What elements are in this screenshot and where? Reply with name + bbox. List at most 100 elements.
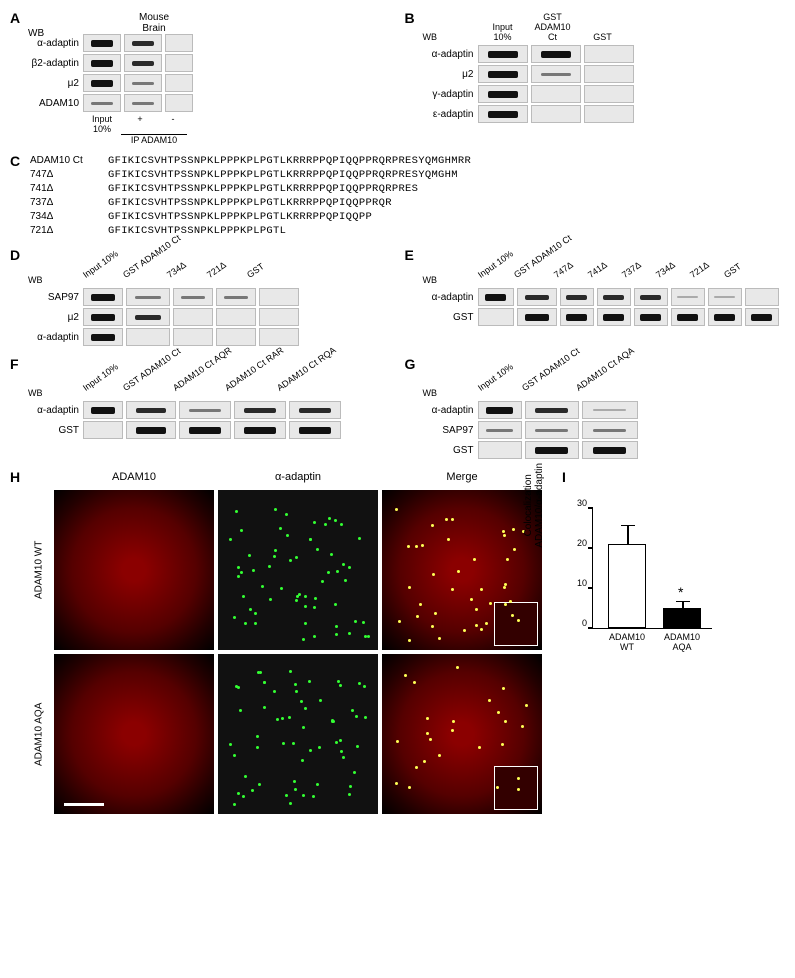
fluor-dot-icon <box>249 608 252 611</box>
lane-box <box>560 308 594 326</box>
fluor-dot-icon <box>431 625 434 628</box>
lane-box <box>582 421 638 439</box>
fluor-dot-icon <box>457 570 460 573</box>
lane-header-label: ADAM10 Ct AQA <box>569 356 622 398</box>
lane-box <box>584 85 634 103</box>
lane-box <box>126 421 176 439</box>
blot-row-label: α-adaptin <box>28 332 83 343</box>
fluor-dot-icon <box>235 510 238 513</box>
blot-row-label: α-adaptin <box>423 49 478 60</box>
fluor-dot-icon <box>415 766 418 769</box>
fluor-dot-icon <box>362 621 365 624</box>
lane-header-label: Input 10% <box>471 255 507 285</box>
fluor-dot-icon <box>273 555 276 558</box>
fluor-dot-icon <box>331 720 334 723</box>
micro-col-2: Merge <box>382 471 542 486</box>
fluor-dot-icon <box>475 608 478 611</box>
lane-box <box>289 421 341 439</box>
lane-header-label: 741Δ <box>581 256 616 285</box>
lane-box <box>173 308 213 326</box>
lane-box <box>83 308 123 326</box>
lane-box <box>83 94 121 112</box>
band-icon <box>91 314 115 321</box>
fluor-dot-icon <box>447 538 450 541</box>
lane-header-label: GST ADAM10 Ct <box>116 359 164 398</box>
blot-row: β2-adaptin <box>28 54 391 72</box>
lane-box <box>531 45 581 63</box>
fluor-dot-icon <box>451 729 454 732</box>
fluor-dot-icon <box>285 794 288 797</box>
band-icon <box>525 295 549 300</box>
lane-box <box>634 288 668 306</box>
blot-row-label: GST <box>423 312 478 323</box>
blot-row: α-adaptin <box>28 34 391 52</box>
fluor-dot-icon <box>470 598 473 601</box>
micro-wt-merge <box>382 490 542 650</box>
fluor-dot-icon <box>408 786 411 789</box>
band-icon <box>299 408 330 413</box>
fluor-dot-icon <box>351 709 354 712</box>
panel-i-label: I <box>562 469 566 485</box>
fluor-dot-icon <box>438 637 441 640</box>
x-tick-label: ADAM10 WT <box>609 632 645 652</box>
lane-box <box>126 328 170 346</box>
fluor-dot-icon <box>302 726 305 729</box>
panel-f: F WB Input 10%GST ADAM10 CtADAM10 Ct AQR… <box>10 356 391 461</box>
band-icon <box>751 314 771 321</box>
fluor-dot-icon <box>426 717 429 720</box>
fluor-dot-icon <box>340 750 343 753</box>
sequence-text: GFIKICSVHTPSSNPKLPPPKPLPGTLKRRRPPQPIQQPP… <box>108 155 471 167</box>
fluor-dot-icon <box>521 725 524 728</box>
fluor-dot-icon <box>456 666 459 669</box>
sequence-row: ADAM10 CtGFIKICSVHTPSSNPKLPPPKPLPGTLKRRR… <box>30 155 785 167</box>
fluor-dot-icon <box>504 720 507 723</box>
blot-row-label: ADAM10 <box>28 98 83 109</box>
fluor-dot-icon <box>335 741 338 744</box>
panel-g: G WB Input 10%GST ADAM10 CtADAM10 Ct AQA… <box>405 356 786 461</box>
fluor-dot-icon <box>237 792 240 795</box>
fluor-dot-icon <box>308 680 311 683</box>
blot-row: ADAM10 <box>28 94 391 112</box>
blot-row: ε-adaptin <box>423 105 786 123</box>
band-icon <box>136 427 166 434</box>
lane-box <box>124 74 162 92</box>
chart-bar <box>608 544 646 628</box>
lane-box <box>531 85 581 103</box>
y-tick-label: 10 <box>577 578 593 588</box>
fluor-dot-icon <box>327 571 330 574</box>
fluor-dot-icon <box>301 759 304 762</box>
fluor-dot-icon <box>348 566 351 569</box>
fluor-dot-icon <box>355 715 358 718</box>
band-icon <box>136 408 166 413</box>
fluor-dot-icon <box>242 595 245 598</box>
fluor-dot-icon <box>237 575 240 578</box>
lane-box <box>124 94 162 112</box>
fluor-dot-icon <box>302 638 305 641</box>
micro-col-0: ADAM10 <box>54 471 214 486</box>
figure: A Mouse Brain α-adaptinβ2-adaptinμ2ADAM1… <box>10 10 785 814</box>
fluor-dot-icon <box>451 588 454 591</box>
blot-row-label: γ-adaptin <box>423 89 478 100</box>
fluor-dot-icon <box>415 545 418 548</box>
lane-box <box>531 65 581 83</box>
fluor-dot-icon <box>480 628 483 631</box>
panel-a-col0: Input 10% <box>83 114 121 134</box>
lane-box <box>179 421 231 439</box>
fluor-dot-icon <box>254 612 257 615</box>
band-icon <box>566 314 586 321</box>
fluor-dot-icon <box>251 789 254 792</box>
blot-row-label: μ2 <box>28 78 83 89</box>
lane-box <box>165 34 193 52</box>
band-icon <box>135 315 161 320</box>
fluor-dot-icon <box>342 756 345 759</box>
band-icon <box>714 296 734 298</box>
lane-box <box>234 421 286 439</box>
lane-box <box>597 288 631 306</box>
lane-header-label: GST <box>240 252 280 285</box>
fluor-dot-icon <box>408 586 411 589</box>
band-icon <box>488 51 518 58</box>
fluor-dot-icon <box>309 749 312 752</box>
fluor-dot-icon <box>313 635 316 638</box>
band-icon <box>566 295 586 300</box>
lane-header-label: 734Δ <box>160 252 200 285</box>
